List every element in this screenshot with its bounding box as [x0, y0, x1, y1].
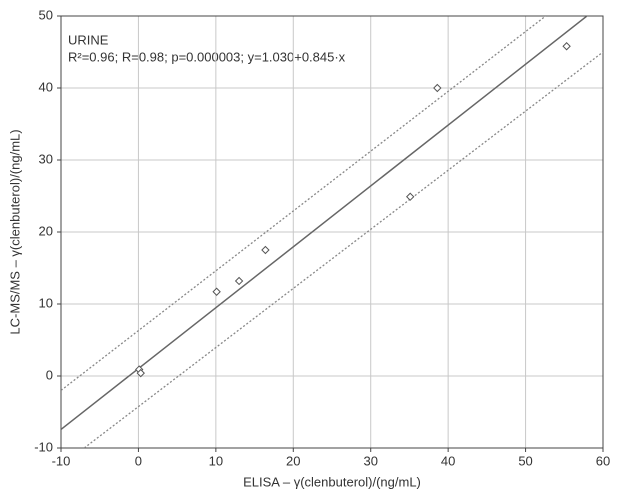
y-tick-label: 30 [39, 151, 53, 166]
point [261, 245, 270, 255]
y-tick-label: 40 [39, 79, 53, 94]
x-tick-label: 20 [286, 453, 300, 468]
x-axis-label: ELISA – γ(clenbuterol)/(ng/mL) [243, 474, 421, 489]
y-tick-label: 10 [39, 295, 53, 310]
x-tick-label: 10 [209, 453, 223, 468]
point [234, 276, 244, 286]
y-tick-label: -10 [34, 439, 53, 454]
point [212, 287, 221, 296]
point [433, 83, 442, 93]
y-tick-label: 20 [39, 223, 53, 238]
y-tick-label: 50 [39, 7, 53, 22]
x-tick-label: 60 [596, 453, 610, 468]
x-tick-label: 40 [441, 453, 455, 468]
fit-line [61, 16, 589, 431]
x-tick-label: 50 [518, 453, 532, 468]
x-tick-label: 0 [135, 453, 142, 468]
point [136, 368, 145, 378]
y-axis-label: LC-MS/MS – γ(clenbuterol)/(ng/mL) [7, 129, 22, 334]
annotation: URINE [68, 32, 109, 47]
fit-line [61, 16, 547, 391]
point [562, 42, 571, 51]
fit-line [83, 51, 603, 448]
y-tick-label: 0 [46, 367, 53, 382]
x-tick-label: -10 [52, 453, 71, 468]
point [405, 192, 415, 201]
annotation: R²=0.96; R=0.98; p=0.000003; y=1.030+0.8… [68, 49, 346, 64]
x-tick-label: 30 [363, 453, 377, 468]
plot-frame [60, 15, 604, 449]
